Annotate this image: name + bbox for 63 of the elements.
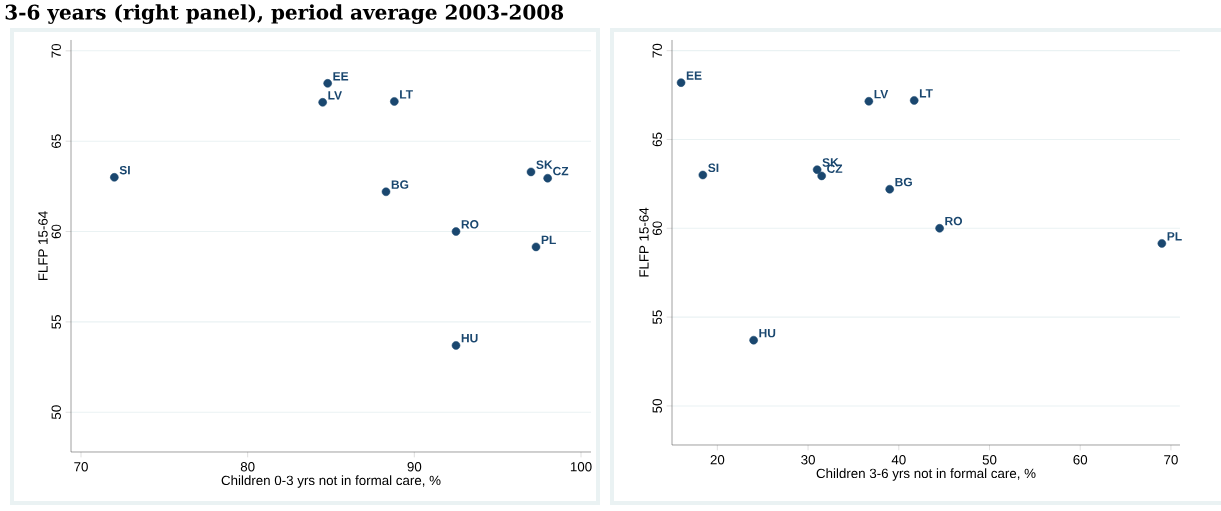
y-tick-label: 70 bbox=[652, 43, 662, 58]
x-axis-title: Children 0-3 yrs not in formal care, % bbox=[221, 475, 441, 488]
y-tick-label: 65 bbox=[652, 132, 662, 147]
x-axis-title: Children 3-6 yrs not in formal care, % bbox=[816, 468, 1036, 481]
point bbox=[909, 96, 919, 105]
annotation: LV bbox=[874, 90, 889, 99]
annotation: RO bbox=[461, 220, 479, 229]
x-tick-label: 80 bbox=[240, 462, 255, 472]
annotation: PL bbox=[541, 235, 556, 244]
point bbox=[817, 171, 826, 181]
point bbox=[885, 184, 894, 194]
point bbox=[526, 167, 536, 177]
annotation: HU bbox=[461, 334, 478, 343]
annotation: CZ bbox=[553, 166, 569, 176]
annotation: EE bbox=[333, 72, 349, 81]
y-axis-title: FLFP 15-64 bbox=[38, 211, 48, 281]
point bbox=[749, 335, 758, 345]
annotation: SI bbox=[708, 163, 719, 173]
y-tick-label: 50 bbox=[51, 405, 61, 420]
annotation: SK bbox=[536, 160, 553, 169]
annotation: EE bbox=[686, 71, 702, 80]
point bbox=[864, 97, 874, 106]
x-tick-label: 70 bbox=[74, 462, 88, 472]
annotation: HU bbox=[759, 328, 776, 338]
annotation: BG bbox=[391, 180, 409, 189]
x-tick-label: 20 bbox=[710, 455, 725, 465]
point bbox=[110, 173, 119, 182]
annotation: LV bbox=[328, 91, 342, 100]
y-tick-label: 50 bbox=[652, 399, 662, 413]
x-tick-label: 50 bbox=[982, 455, 997, 465]
x-tick-label: 90 bbox=[407, 462, 422, 472]
point bbox=[323, 79, 332, 88]
y-tick-label: 70 bbox=[51, 43, 61, 58]
point bbox=[451, 341, 461, 350]
y-tick-label: 60 bbox=[51, 224, 61, 239]
point bbox=[812, 165, 822, 174]
y-tick-label: 60 bbox=[652, 221, 662, 236]
y-tick-label: 55 bbox=[652, 310, 662, 324]
point bbox=[390, 97, 399, 106]
y-tick-label: 55 bbox=[51, 315, 61, 329]
annotation: RO bbox=[945, 216, 963, 226]
x-tick-label: 30 bbox=[801, 455, 815, 465]
x-tick-label: 60 bbox=[1073, 455, 1088, 465]
chart-title: 3-6 years (right panel), period average 2003-2008 bbox=[5, 4, 564, 24]
y-tick-label: 65 bbox=[51, 134, 61, 148]
y-axis-title: FLFP 15-64 bbox=[639, 207, 649, 277]
annotation: SI bbox=[119, 165, 130, 175]
annotation: LT bbox=[919, 89, 933, 98]
x-tick-label: 70 bbox=[1164, 455, 1178, 465]
point bbox=[451, 227, 461, 236]
point bbox=[318, 98, 327, 107]
point bbox=[381, 187, 391, 197]
annotation: LT bbox=[400, 90, 413, 99]
x-tick-label: 100 bbox=[570, 462, 592, 472]
point bbox=[676, 78, 686, 87]
annotation: PL bbox=[1167, 232, 1182, 241]
point bbox=[543, 173, 552, 183]
x-tick-label: 40 bbox=[891, 455, 906, 465]
point bbox=[935, 224, 944, 233]
point bbox=[531, 242, 541, 252]
point bbox=[1157, 239, 1167, 248]
point bbox=[698, 170, 708, 180]
annotation: BG bbox=[895, 177, 912, 187]
